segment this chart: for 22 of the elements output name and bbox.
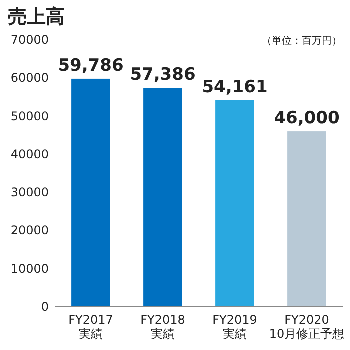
- x-tick-label: FY2019 実績: [212, 313, 258, 341]
- data-label: 54,161: [202, 77, 268, 98]
- x-tick-label: FY2020 10月修正予想: [269, 313, 345, 341]
- data-label: 57,386: [130, 65, 196, 86]
- y-tick-label: 0: [41, 300, 49, 314]
- y-tick-label: 30000: [10, 186, 49, 200]
- y-tick-label: 70000: [10, 33, 49, 47]
- y-tick-label: 20000: [10, 224, 49, 238]
- y-tick-label: 50000: [10, 109, 49, 124]
- bar: [72, 78, 110, 307]
- bar: [216, 100, 254, 307]
- data-label: 59,786: [58, 56, 124, 76]
- annotation: （単位：百万円）: [262, 35, 342, 47]
- bar: [144, 88, 182, 307]
- y-tick-label: 60000: [10, 71, 49, 86]
- data-label: 46,000: [274, 108, 340, 129]
- y-tick-label: 40000: [10, 147, 49, 162]
- x-tick-label: FY2018 実績: [140, 313, 186, 341]
- y-tick-label: 10000: [10, 262, 49, 276]
- bar: [288, 132, 326, 307]
- x-tick-label: FY2017 実績: [68, 313, 114, 341]
- chart-title: 売上高: [8, 6, 65, 28]
